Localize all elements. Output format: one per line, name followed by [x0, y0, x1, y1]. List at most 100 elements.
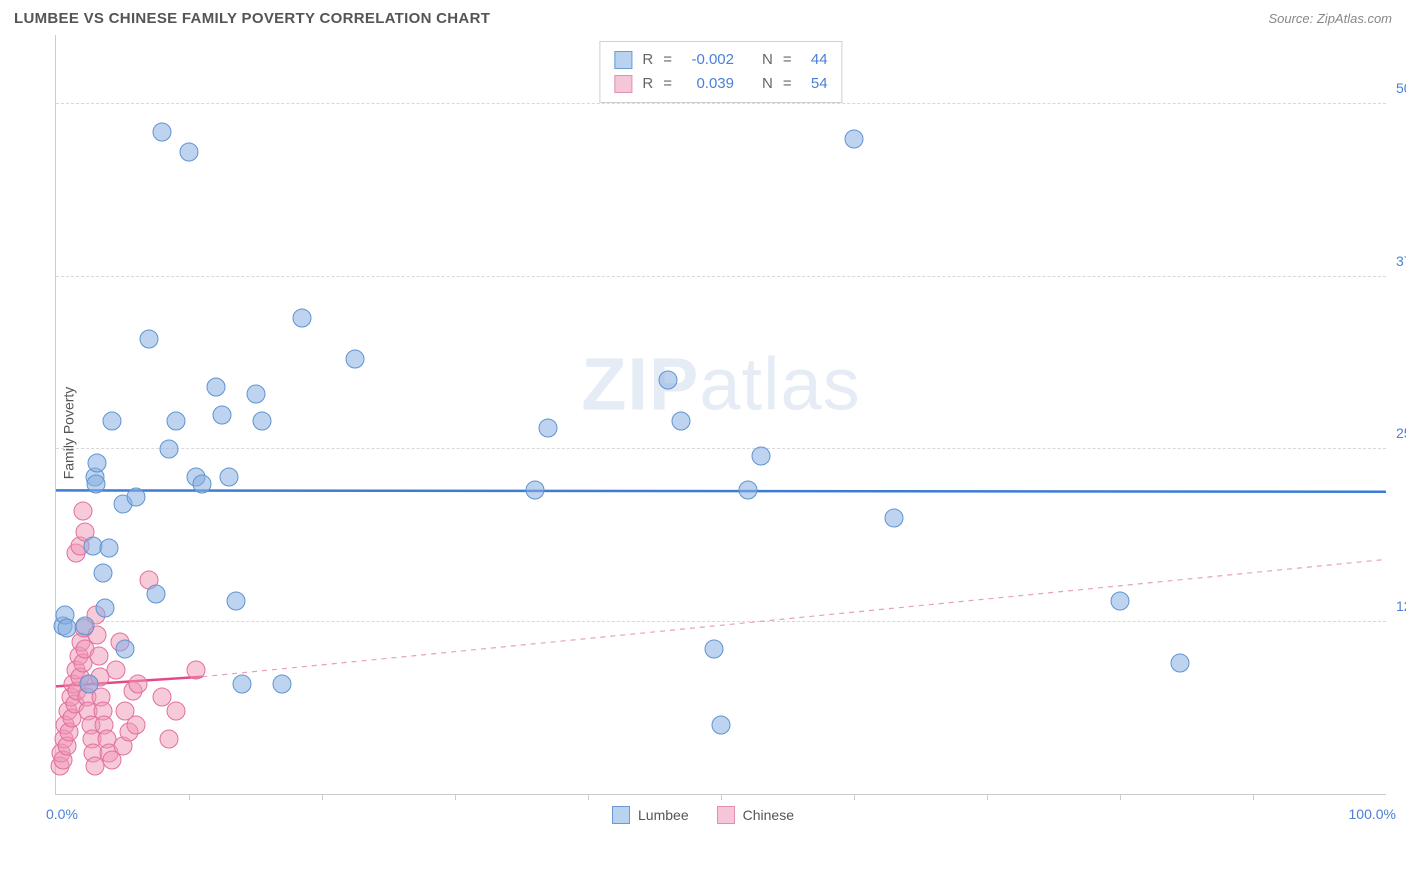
swatch-lumbee [612, 806, 630, 824]
stats-legend: R = -0.002 N = 44 R = 0.039 N = 54 [599, 41, 842, 103]
eq-sign: = [783, 72, 792, 96]
scatter-point [219, 467, 238, 486]
gridline [56, 276, 1386, 277]
scatter-point [186, 660, 205, 679]
scatter-point [116, 640, 135, 659]
scatter-point [126, 488, 145, 507]
scatter-point [160, 729, 179, 748]
chart-container: LUMBEE VS CHINESE FAMILY POVERTY CORRELA… [10, 10, 1396, 882]
eq-sign: = [783, 48, 792, 72]
watermark: ZIPatlas [581, 342, 860, 427]
legend-item-chinese: Chinese [717, 806, 794, 824]
header-row: LUMBEE VS CHINESE FAMILY POVERTY CORRELA… [10, 10, 1396, 35]
scatter-point [1111, 591, 1130, 610]
scatter-point [738, 481, 757, 500]
scatter-point [539, 419, 558, 438]
series-legend: Lumbee Chinese [612, 806, 794, 824]
scatter-point [80, 674, 99, 693]
source-attribution: Source: ZipAtlas.com [1268, 11, 1392, 26]
xtick [322, 794, 323, 800]
scatter-point [166, 702, 185, 721]
legend-label-chinese: Chinese [743, 807, 794, 823]
scatter-point [146, 584, 165, 603]
scatter-point [88, 453, 107, 472]
scatter-point [160, 440, 179, 459]
plot-area: ZIPatlas R = -0.002 N = 44 R = 0.03 [55, 35, 1386, 795]
ytick-label: 12.5% [1396, 598, 1406, 614]
gridline [56, 448, 1386, 449]
x-min-label: 0.0% [46, 806, 78, 822]
ytick-label: 50.0% [1396, 80, 1406, 96]
r-label: R [642, 48, 653, 72]
swatch-lumbee [614, 51, 632, 69]
scatter-point [93, 564, 112, 583]
stats-row-chinese: R = 0.039 N = 54 [614, 72, 827, 96]
xtick [1120, 794, 1121, 800]
scatter-point [273, 674, 292, 693]
r-value-lumbee: -0.002 [682, 48, 734, 72]
gridline [56, 621, 1386, 622]
scatter-point [86, 474, 105, 493]
n-label: N [762, 48, 773, 72]
scatter-point [140, 329, 159, 348]
scatter-point [672, 412, 691, 431]
scatter-point [76, 616, 95, 635]
chart-title: LUMBEE VS CHINESE FAMILY POVERTY CORRELA… [14, 10, 490, 27]
scatter-point [884, 509, 903, 528]
plot-wrapper: Family Poverty ZIPatlas R = -0.002 N = 4… [10, 35, 1396, 830]
swatch-chinese [717, 806, 735, 824]
scatter-point [153, 122, 172, 141]
scatter-point [525, 481, 544, 500]
scatter-point [166, 412, 185, 431]
r-label: R [642, 72, 653, 96]
xtick [588, 794, 589, 800]
scatter-point [845, 129, 864, 148]
scatter-point [96, 598, 115, 617]
scatter-point [126, 716, 145, 735]
eq-sign: = [663, 48, 672, 72]
legend-label-lumbee: Lumbee [638, 807, 689, 823]
gridline [56, 103, 1386, 104]
xtick [455, 794, 456, 800]
scatter-point [705, 640, 724, 659]
scatter-point [73, 502, 92, 521]
r-value-chinese: 0.039 [682, 72, 734, 96]
scatter-point [246, 384, 265, 403]
stats-row-lumbee: R = -0.002 N = 44 [614, 48, 827, 72]
ytick-label: 25.0% [1396, 425, 1406, 441]
scatter-point [712, 716, 731, 735]
ytick-label: 37.5% [1396, 253, 1406, 269]
n-value-chinese: 54 [802, 72, 828, 96]
scatter-point [102, 412, 121, 431]
scatter-point [293, 308, 312, 327]
scatter-point [658, 371, 677, 390]
eq-sign: = [663, 72, 672, 96]
n-label: N [762, 72, 773, 96]
n-value-lumbee: 44 [802, 48, 828, 72]
scatter-point [129, 674, 148, 693]
scatter-point [751, 446, 770, 465]
scatter-point [213, 405, 232, 424]
scatter-point [106, 660, 125, 679]
scatter-point [89, 647, 108, 666]
scatter-point [57, 619, 76, 638]
legend-item-lumbee: Lumbee [612, 806, 689, 824]
xtick [189, 794, 190, 800]
scatter-point [226, 591, 245, 610]
scatter-point [85, 757, 104, 776]
xtick [1253, 794, 1254, 800]
xtick [987, 794, 988, 800]
scatter-point [1170, 653, 1189, 672]
scatter-point [346, 350, 365, 369]
scatter-point [206, 377, 225, 396]
scatter-point [180, 143, 199, 162]
watermark-light: atlas [699, 343, 860, 426]
xtick [721, 794, 722, 800]
scatter-point [253, 412, 272, 431]
scatter-point [100, 539, 119, 558]
scatter-point [193, 474, 212, 493]
xtick [854, 794, 855, 800]
swatch-chinese [614, 75, 632, 93]
scatter-point [233, 674, 252, 693]
x-max-label: 100.0% [1349, 806, 1396, 822]
